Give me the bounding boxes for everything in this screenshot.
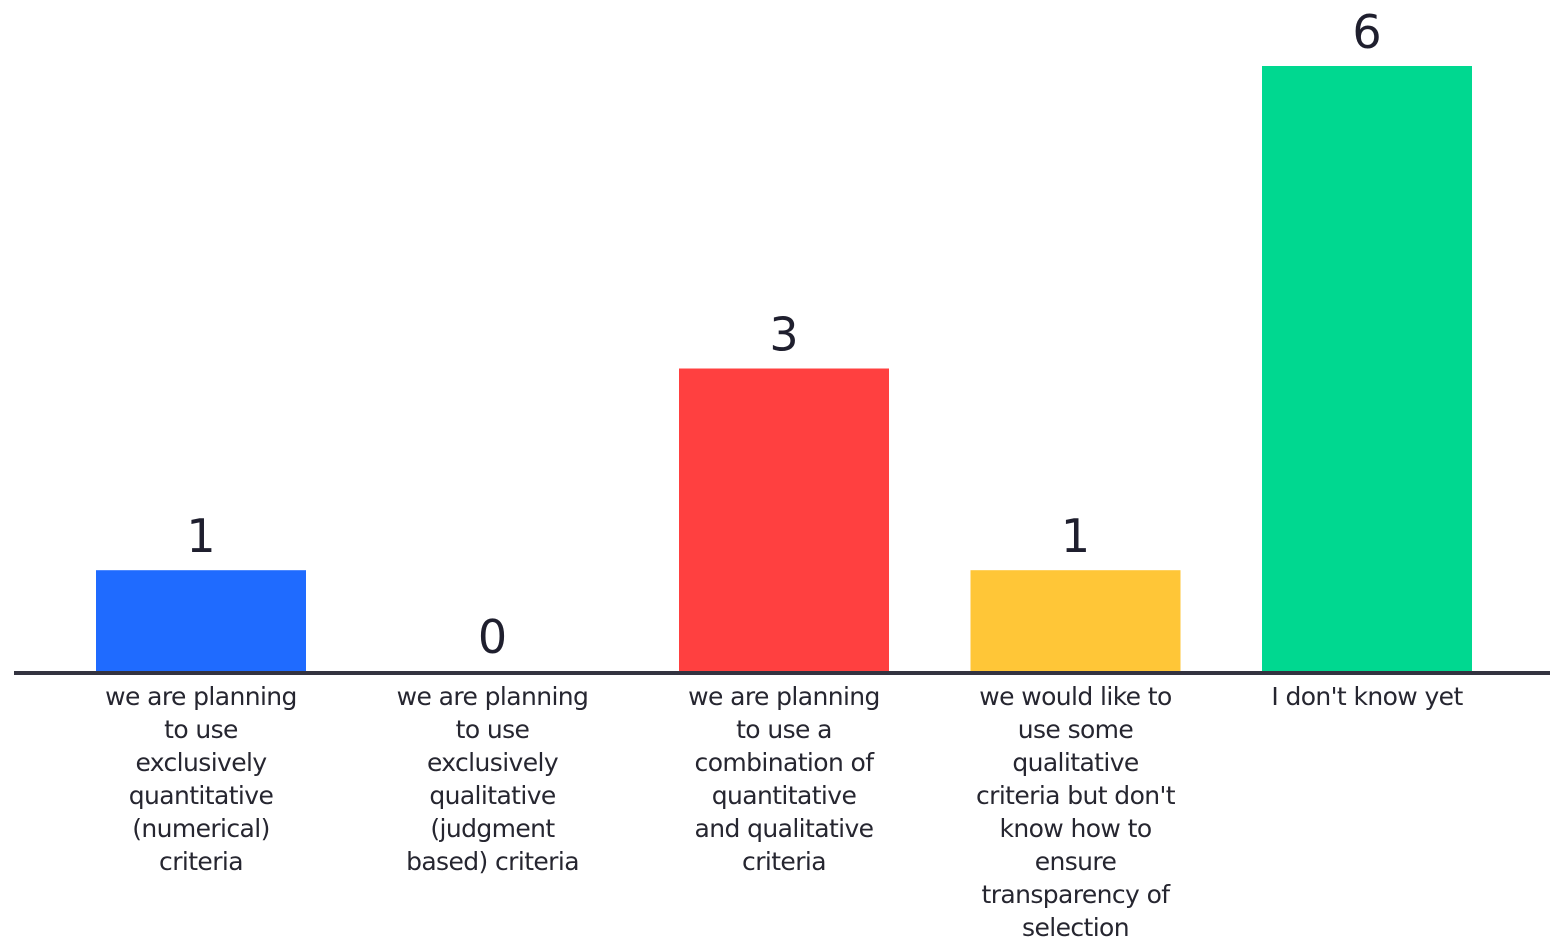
- category-label-3: we are planning to use a combination of qua…: [688, 682, 880, 876]
- category-label-4-line-3: qualitative: [1012, 748, 1139, 777]
- bars-group: [96, 66, 1472, 671]
- category-label-3-line-3: combination of: [695, 748, 876, 777]
- category-label-1-line-6: criteria: [159, 847, 243, 876]
- category-label-1-line-1: we are planning: [105, 682, 297, 711]
- bar-4: [970, 570, 1181, 671]
- category-label-3-line-4: quantitative: [712, 781, 857, 810]
- category-label-4-line-8: selection: [1022, 913, 1129, 942]
- category-label-4: we would like to use some qualitative crite…: [976, 682, 1176, 942]
- category-label-3-line-6: criteria: [742, 847, 826, 876]
- category-label-4-line-7: transparency of: [982, 880, 1172, 909]
- category-label-3-line-2: to use a: [736, 715, 832, 744]
- category-label-2-line-5: (judgment: [430, 814, 555, 843]
- bar-value-label-3: 3: [769, 308, 798, 362]
- category-label-2-line-4: qualitative: [429, 781, 556, 810]
- bar-1: [96, 570, 306, 671]
- category-label-3-line-5: and qualitative: [695, 814, 874, 843]
- category-label-1-line-4: quantitative: [129, 781, 274, 810]
- category-labels-group: we are planning to use exclusively quantita…: [105, 682, 1464, 942]
- category-label-2-line-6: based) criteria: [406, 847, 579, 876]
- value-labels-group: 1 0 3 1 6: [186, 5, 1381, 664]
- category-label-1-line-3: exclusively: [135, 748, 267, 777]
- category-label-2-line-3: exclusively: [427, 748, 559, 777]
- category-label-1-line-2: to use: [164, 715, 238, 744]
- category-label-4-line-6: ensure: [1035, 847, 1117, 876]
- category-label-5: I don't know yet: [1271, 682, 1463, 711]
- bar-value-label-1: 1: [186, 509, 215, 563]
- category-label-1-line-5: (numerical): [132, 814, 270, 843]
- bar-5: [1262, 66, 1472, 671]
- bar-value-label-2: 0: [478, 610, 507, 664]
- category-label-4-line-1: we would like to: [979, 682, 1171, 711]
- bar-value-label-5: 6: [1352, 5, 1381, 59]
- category-label-4-line-5: know how to: [999, 814, 1151, 843]
- category-label-2: we are planning to use exclusively qualitat…: [397, 682, 589, 876]
- category-label-2-line-2: to use: [456, 715, 530, 744]
- bar-3: [679, 368, 889, 671]
- category-label-5-line-1: I don't know yet: [1271, 682, 1463, 711]
- category-label-4-line-2: use some: [1018, 715, 1134, 744]
- category-label-1: we are planning to use exclusively quantita…: [105, 682, 297, 876]
- category-label-3-line-1: we are planning: [688, 682, 880, 711]
- bar-value-label-4: 1: [1061, 509, 1090, 563]
- category-label-2-line-1: we are planning: [397, 682, 589, 711]
- category-label-4-line-4: criteria but don't: [976, 781, 1176, 810]
